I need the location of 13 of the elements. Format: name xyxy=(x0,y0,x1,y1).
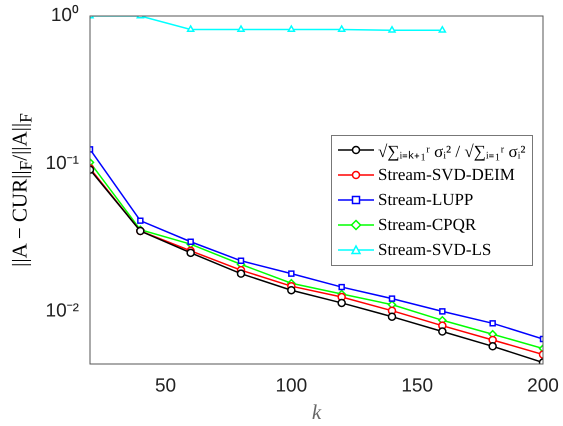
legend-label: Stream-LUPP xyxy=(378,190,474,210)
y-tick-label: 10⁻² xyxy=(46,300,79,322)
x-tick-label: 100 xyxy=(275,376,308,397)
y-tick-label: 10⁻¹ xyxy=(46,152,79,174)
legend-label: Stream-CPQR xyxy=(378,215,476,235)
y-tick-label: 10⁰ xyxy=(50,4,79,26)
legend-label: Stream-SVD-LS xyxy=(378,240,492,260)
legend-label: Stream-SVD-DEIM xyxy=(378,165,515,185)
x-tick-label: 200 xyxy=(527,376,559,397)
x-axis-title: k xyxy=(312,400,322,424)
legend-label: √∑ᵢ₌ₖ₊₁ʳ σᵢ² / √∑ᵢ₌₁ʳ σᵢ² xyxy=(378,140,526,162)
x-tick-label: 50 xyxy=(154,376,176,397)
x-tick-label: 150 xyxy=(401,376,434,397)
